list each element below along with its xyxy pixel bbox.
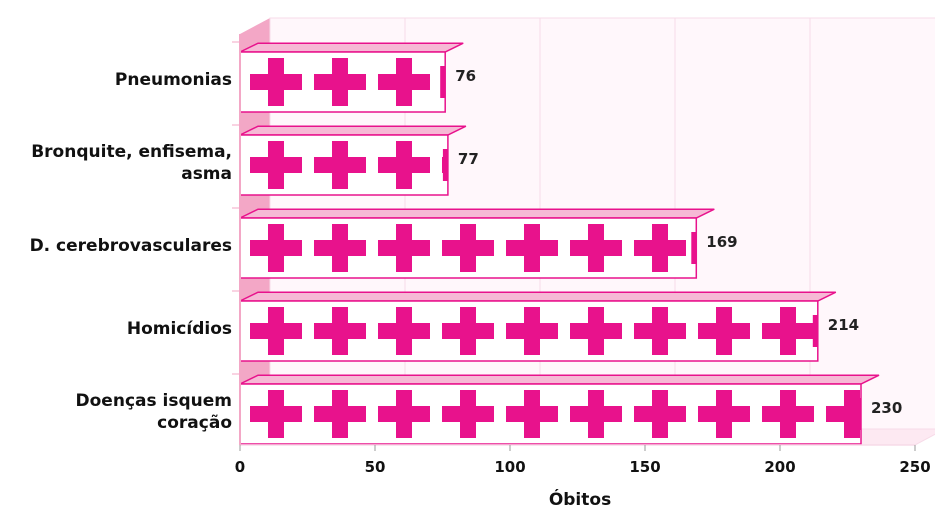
bar-cap <box>442 149 448 181</box>
category-label: Pneumonias <box>115 70 232 90</box>
category-label-line: coração <box>157 413 232 433</box>
bar-top-face <box>239 374 880 385</box>
bar-crosses <box>250 141 448 189</box>
category-label-line: D. cerebrovasculares <box>30 236 232 256</box>
bar-top-face <box>239 208 715 219</box>
x-tick-label: 200 <box>764 458 795 476</box>
value-labels: 76 77 169 214 230 <box>455 67 902 417</box>
category-label-line: Bronquite, enfisema, <box>31 142 232 162</box>
x-tick-label: 250 <box>899 458 930 476</box>
bar-top-face <box>239 42 464 53</box>
x-tick-label: 0 <box>235 458 245 476</box>
bar-top-face <box>239 125 467 136</box>
bar <box>239 42 464 113</box>
bar <box>239 291 837 362</box>
bar-crosses <box>250 58 446 106</box>
bar-crosses <box>250 224 686 272</box>
category-label: D. cerebrovasculares <box>30 236 232 256</box>
category-label-line: asma <box>181 164 232 184</box>
x-axis: 0 50 100 150 200 250 <box>235 34 931 476</box>
bar <box>239 208 715 279</box>
bar <box>239 374 880 445</box>
category-label: Homicídios <box>127 319 232 339</box>
bar-crosses <box>250 307 814 355</box>
x-tick-label: 100 <box>494 458 525 476</box>
x-axis-title: Óbitos <box>549 488 611 510</box>
category-label-line: Doenças isquem <box>76 391 232 411</box>
category-label-line: Pneumonias <box>115 70 232 90</box>
bar-top-face <box>239 291 837 302</box>
bar-cap <box>812 315 818 347</box>
value-label: 76 <box>455 67 476 85</box>
value-label: 214 <box>828 316 859 334</box>
bar-cap <box>691 232 697 264</box>
bars <box>239 42 880 445</box>
category-label: Bronquite, enfisema, asma <box>31 142 232 184</box>
value-label: 77 <box>458 150 479 168</box>
bar <box>239 125 467 196</box>
x-tick-label: 150 <box>629 458 660 476</box>
category-label: Doenças isquem coração <box>76 391 232 433</box>
bar-cap <box>856 398 861 430</box>
value-label: 230 <box>871 399 902 417</box>
x-tick-label: 50 <box>365 458 386 476</box>
bar-cap <box>440 66 446 98</box>
value-label: 169 <box>706 233 737 251</box>
category-labels: Pneumonias Bronquite, enfisema, asma D. cer… <box>30 41 240 433</box>
bar-crosses <box>250 390 861 438</box>
category-label-line: Homicídios <box>127 319 232 339</box>
